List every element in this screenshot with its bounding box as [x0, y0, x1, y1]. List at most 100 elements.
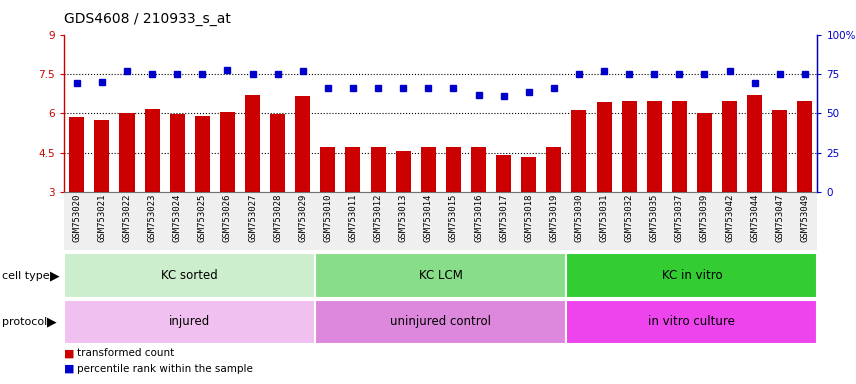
Bar [446, 147, 461, 192]
Bar [516, 192, 541, 250]
Bar [245, 95, 260, 192]
Text: GSM753015: GSM753015 [449, 194, 458, 242]
Text: GSM753047: GSM753047 [776, 194, 784, 242]
Bar [597, 102, 611, 192]
Text: GSM753035: GSM753035 [650, 194, 659, 242]
Bar [747, 95, 762, 192]
Bar [616, 192, 642, 250]
Bar [521, 157, 536, 192]
Bar [697, 113, 712, 192]
Bar [767, 192, 793, 250]
Bar [621, 101, 637, 192]
Text: percentile rank within the sample: percentile rank within the sample [77, 364, 253, 374]
Bar [64, 253, 315, 298]
Text: GSM753024: GSM753024 [173, 194, 181, 242]
Bar [496, 155, 511, 192]
Text: ▶: ▶ [47, 315, 56, 328]
Bar [441, 192, 466, 250]
Text: GSM753032: GSM753032 [625, 194, 633, 242]
Bar [120, 113, 134, 192]
Bar [64, 300, 315, 344]
Bar [315, 300, 567, 344]
Bar [572, 110, 586, 192]
Bar [215, 192, 240, 250]
Text: GSM753018: GSM753018 [524, 194, 533, 242]
Text: GSM753025: GSM753025 [198, 194, 207, 242]
Text: GDS4608 / 210933_s_at: GDS4608 / 210933_s_at [64, 12, 231, 25]
Bar [295, 96, 310, 192]
Text: KC LCM: KC LCM [419, 269, 463, 282]
Bar [567, 300, 817, 344]
Text: GSM753010: GSM753010 [324, 194, 332, 242]
Text: KC in vitro: KC in vitro [662, 269, 722, 282]
Text: GSM753022: GSM753022 [122, 194, 132, 242]
Bar [742, 192, 767, 250]
Text: GSM753030: GSM753030 [574, 194, 584, 242]
Bar [69, 117, 84, 192]
Text: ■: ■ [64, 348, 74, 358]
Bar [371, 147, 385, 192]
Bar [395, 151, 411, 192]
Bar [94, 120, 110, 192]
Bar [169, 114, 185, 192]
Text: GSM753011: GSM753011 [348, 194, 358, 242]
Text: protocol: protocol [2, 316, 47, 327]
Bar [591, 192, 616, 250]
Text: cell type: cell type [2, 270, 50, 281]
Text: in vitro culture: in vitro culture [649, 315, 735, 328]
Text: injured: injured [169, 315, 211, 328]
Text: GSM753049: GSM753049 [800, 194, 810, 242]
Text: ▶: ▶ [50, 269, 59, 282]
Bar [466, 192, 491, 250]
Bar [89, 192, 115, 250]
Text: uninjured control: uninjured control [390, 315, 491, 328]
Text: GSM753029: GSM753029 [298, 194, 307, 242]
Text: GSM753014: GSM753014 [424, 194, 433, 242]
Bar [667, 192, 692, 250]
Text: GSM753028: GSM753028 [273, 194, 282, 242]
Bar [567, 253, 817, 298]
Bar [798, 101, 812, 192]
Bar [491, 192, 516, 250]
Bar [541, 192, 567, 250]
Bar [672, 101, 687, 192]
Bar [341, 192, 366, 250]
Bar [164, 192, 190, 250]
Bar [717, 192, 742, 250]
Text: GSM753027: GSM753027 [248, 194, 257, 242]
Text: GSM753019: GSM753019 [550, 194, 558, 242]
Text: transformed count: transformed count [77, 348, 175, 358]
Bar [290, 192, 315, 250]
Text: GSM753044: GSM753044 [750, 194, 759, 242]
Text: GSM753023: GSM753023 [147, 194, 157, 242]
Text: GSM753017: GSM753017 [499, 194, 508, 242]
Bar [793, 192, 817, 250]
Text: GSM753042: GSM753042 [725, 194, 734, 242]
Bar [140, 192, 164, 250]
Bar [416, 192, 441, 250]
Bar [315, 192, 341, 250]
Bar [270, 114, 285, 192]
Text: GSM753013: GSM753013 [399, 194, 407, 242]
Bar [421, 147, 436, 192]
Bar [320, 147, 336, 192]
Bar [692, 192, 717, 250]
Bar [772, 110, 788, 192]
Text: KC sorted: KC sorted [162, 269, 218, 282]
Text: GSM753012: GSM753012 [373, 194, 383, 242]
Bar [471, 147, 486, 192]
Bar [642, 192, 667, 250]
Bar [190, 192, 215, 250]
Text: GSM753031: GSM753031 [599, 194, 609, 242]
Bar [366, 192, 390, 250]
Bar [567, 192, 591, 250]
Bar [145, 109, 159, 192]
Text: GSM753026: GSM753026 [223, 194, 232, 242]
Bar [346, 147, 360, 192]
Text: GSM753016: GSM753016 [474, 194, 483, 242]
Bar [722, 101, 737, 192]
Bar [265, 192, 290, 250]
Bar [64, 192, 89, 250]
Bar [220, 112, 235, 192]
Bar [390, 192, 416, 250]
